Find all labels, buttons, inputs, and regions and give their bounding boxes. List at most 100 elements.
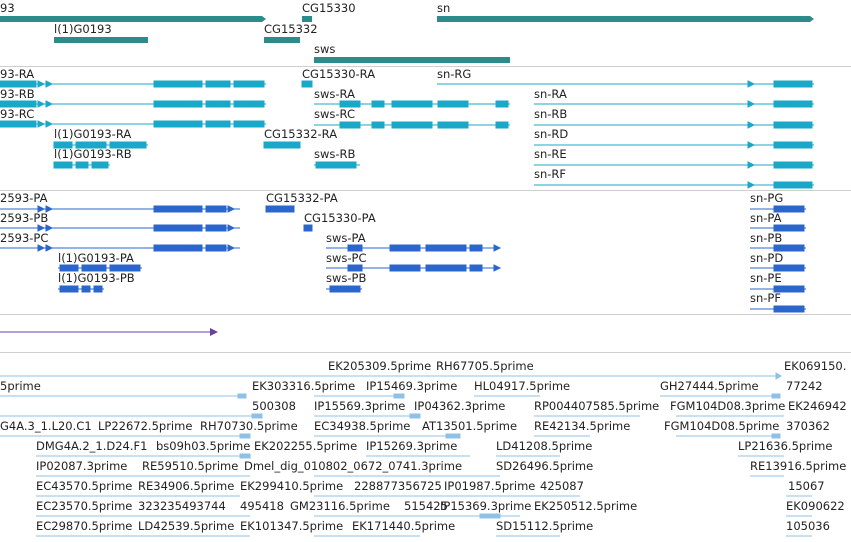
transcript-label: sn-RA [534,87,567,101]
transcript-feature-93-rc[interactable] [0,120,266,128]
est-feature[interactable] [314,393,405,399]
transcript-feature-sws-rc[interactable] [314,121,510,129]
est-label: AT13501.5prime [422,419,518,433]
gene-label: CG15332 [264,22,318,36]
gene-label: sn [437,1,451,15]
protein-feature-2593-pc[interactable] [0,244,240,252]
transcript-feature-93-rb[interactable] [0,100,266,108]
est-feature[interactable] [0,393,247,399]
protein-feature-sn-pa[interactable] [750,224,806,232]
gene-feature-sn[interactable] [437,16,814,22]
protein-label: sn-PD [750,251,784,265]
est-label: IP15269.3prime [366,439,458,453]
est-label: LP22672.5prime [98,419,193,433]
protein-feature-sws-pb[interactable] [326,285,362,293]
est-label: IP02087.3prime [36,459,128,473]
protein-label: CG15330-PA [304,211,376,225]
transcript-label: 93-RA [0,67,35,81]
protein-feature-sws-pc[interactable] [326,264,502,272]
protein-feature-sn-pb[interactable] [750,244,806,252]
transcript-track [0,80,814,189]
protein-feature-cg15332-pa[interactable] [265,205,295,213]
gene-label: sws [314,42,336,56]
track-divider [0,352,851,353]
protein-track [0,205,806,313]
transcript-label: l(1)G0193-RA [54,127,132,141]
est-label: EC29870.5prime [36,519,133,533]
transcript-feature-sn-ra[interactable] [534,100,814,108]
protein-feature-lg0193-pa[interactable] [58,264,142,272]
gene-feature-sws[interactable] [314,57,510,63]
est-label: RE59510.5prime [142,459,239,473]
est-label: EK246942 [788,399,847,413]
est-feature[interactable] [660,393,781,399]
protein-feature-2593-pa[interactable] [0,205,240,213]
est-label: EC43570.5prime [36,479,133,493]
protein-label: sn-PF [750,291,781,305]
transcript-feature-sn-rg[interactable] [437,80,814,88]
est-feature[interactable] [0,413,263,419]
gene-feature-cg15332[interactable] [264,37,300,43]
protein-label: l(1)G0193-PB [58,271,135,285]
protein-feature-2593-pb[interactable] [0,224,240,232]
protein-feature-sn-pg[interactable] [750,205,806,213]
protein-label: sn-PG [750,191,784,205]
transcript-feature-sn-rb[interactable] [534,121,814,129]
est-feature[interactable] [314,513,520,519]
est-label: IP15569.3prime [314,399,406,413]
protein-label: sn-PE [750,271,782,285]
track-divider [0,314,851,315]
transcript-feature-cg15332-ra[interactable] [263,141,301,149]
est-label: FGM104D08.5prime [664,419,780,433]
est-label: 15067 [788,479,825,493]
est-label: RH67705.5prime [436,359,534,373]
transcript-label: sws-RA [314,87,355,101]
est-feature[interactable] [36,453,251,459]
protein-label: sws-PB [326,271,367,285]
protein-feature-sn-pf[interactable] [750,305,806,313]
variation-arrow[interactable] [210,328,218,336]
protein-feature-sws-pa[interactable] [326,244,502,252]
transcript-feature-cg15330-ra[interactable] [301,80,313,88]
est-label: IP04362.3prime [414,399,506,413]
est-label: GH27444.5prime [660,379,759,393]
est-feature[interactable] [676,433,781,439]
gene-feature-lg0193[interactable] [54,37,148,43]
est-label: EK250512.5prime [534,499,638,513]
protein-feature-cg15330-pa[interactable] [303,224,313,232]
transcript-feature-sws-ra[interactable] [314,100,510,108]
est-feature[interactable] [314,413,421,419]
protein-feature-sn-pd[interactable] [750,264,806,272]
est-label: bs09h03.5prime [156,439,251,453]
transcript-feature-lg0193-ra[interactable] [53,141,148,149]
transcript-label: sn-RE [534,147,567,161]
transcript-feature-sn-rf[interactable] [534,181,814,189]
transcript-label: CG15330-RA [302,67,376,81]
track-divider [0,190,851,191]
protein-label: 2593-PA [0,191,48,205]
est-label: EK069150. [784,359,847,373]
transcript-feature-lg0193-rb[interactable] [53,161,110,169]
est-label: RE13916.5prime [750,459,847,473]
est-label: RH70730.5prime [200,419,298,433]
protein-label: sws-PC [326,251,367,265]
est-feature[interactable] [314,433,461,439]
gene-feature-93[interactable] [0,16,266,22]
gene-label: 93 [0,1,15,15]
protein-label: sn-PB [750,231,783,245]
transcript-feature-sn-re[interactable] [534,161,814,169]
transcript-label: 93-RC [0,107,35,121]
transcript-feature-93-ra[interactable] [0,80,266,88]
gene-label: CG15330 [302,1,356,15]
est-feature[interactable] [0,372,782,380]
est-feature[interactable] [0,433,251,439]
est-label: EK202255.5prime [254,439,358,453]
transcript-feature-sn-rd[interactable] [534,141,814,149]
transcript-feature-sws-rb[interactable] [314,161,360,169]
est-label: 425087 [540,479,584,493]
protein-feature-sn-pe[interactable] [750,285,806,293]
est-track [0,372,812,537]
gene-feature-cg15330[interactable] [302,16,312,22]
est-label: GM23116.5prime [290,499,390,513]
protein-feature-lg0193-pb[interactable] [58,285,104,293]
